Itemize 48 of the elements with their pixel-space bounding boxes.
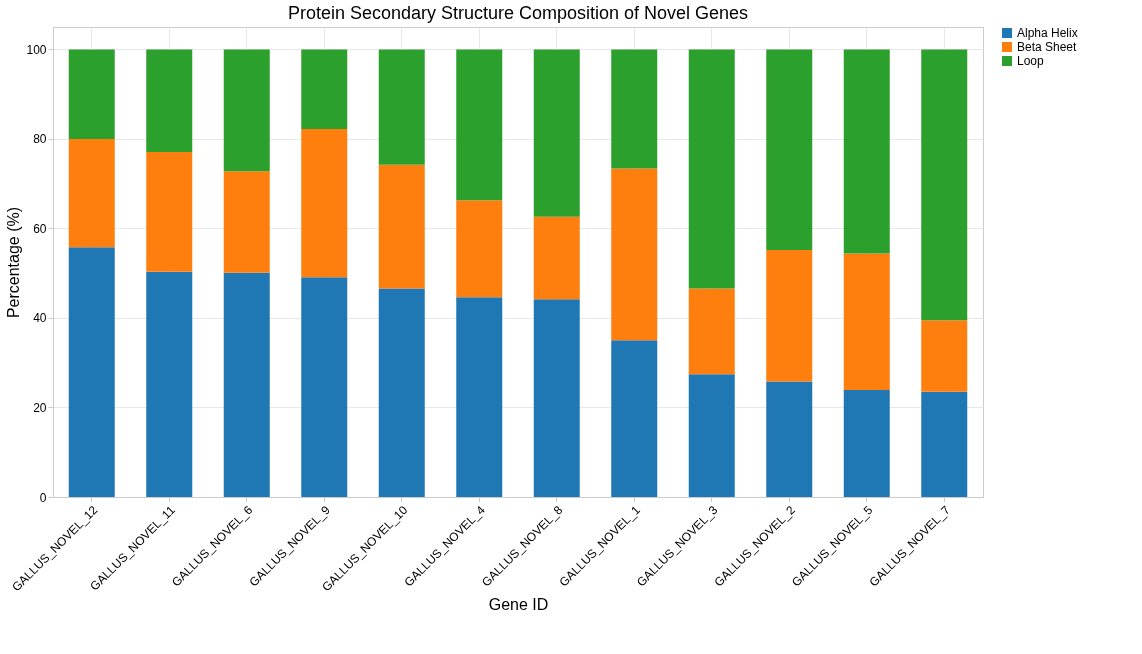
bar: [766, 49, 813, 250]
bar: [921, 391, 968, 497]
bar: [533, 216, 580, 300]
bar: [301, 277, 348, 497]
bar: [456, 297, 503, 497]
bar: [843, 390, 890, 497]
bar: [456, 200, 503, 298]
bar: [611, 49, 658, 169]
y-tick-label: 20: [33, 400, 47, 415]
bar: [456, 49, 503, 201]
bar: [688, 49, 735, 289]
bar: [146, 49, 193, 152]
legend-label: Beta Sheet: [1017, 40, 1078, 54]
bar: [533, 49, 580, 217]
y-tick-label: 100: [26, 42, 47, 57]
y-axis-title: Percentage (%): [5, 206, 23, 319]
chart-title: Protein Secondary Structure Composition of Novel Genes: [287, 3, 749, 23]
bar: [146, 151, 193, 272]
bar: [533, 299, 580, 497]
bar: [68, 49, 115, 139]
legend-label: Alpha Helix: [1017, 26, 1078, 40]
bar: [378, 164, 425, 289]
bar: [68, 247, 115, 497]
bar: [921, 49, 968, 321]
bar: [378, 49, 425, 165]
legend-label: Loop: [1017, 54, 1045, 68]
y-tick-label: 0: [39, 490, 47, 505]
bar: [68, 138, 115, 248]
bar: [223, 49, 270, 172]
x-axis-title: Gene ID: [488, 596, 549, 614]
bar: [378, 288, 425, 497]
bar: [611, 340, 658, 497]
bar: [611, 168, 658, 341]
y-tick-label: 80: [33, 132, 47, 147]
bar: [766, 249, 813, 382]
bar: [146, 271, 193, 497]
bar: [688, 374, 735, 497]
bar: [301, 49, 348, 130]
y-tick-label: 40: [33, 311, 47, 326]
bar: [843, 253, 890, 391]
bar: [688, 288, 735, 375]
bar: [843, 49, 890, 254]
bar: [921, 320, 968, 392]
bar: [766, 381, 813, 497]
bar: [223, 171, 270, 273]
bar: [223, 272, 270, 497]
y-tick-label: 60: [33, 221, 47, 236]
bar: [301, 129, 348, 278]
